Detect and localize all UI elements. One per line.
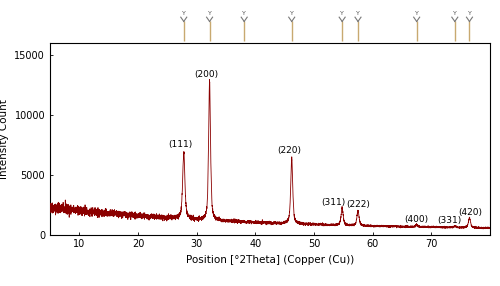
Text: Y: Y (414, 11, 418, 16)
Text: (220): (220) (277, 146, 301, 156)
Text: (222): (222) (346, 200, 370, 209)
Text: Y: Y (468, 11, 471, 16)
Text: Y: Y (453, 11, 456, 16)
Text: Y: Y (340, 11, 344, 16)
Text: Y: Y (182, 11, 186, 16)
Text: Y: Y (290, 11, 294, 16)
Text: (111): (111) (168, 140, 193, 150)
Y-axis label: Intensity Count: Intensity Count (0, 99, 9, 179)
Text: Y: Y (242, 11, 246, 16)
X-axis label: Position [°2Theta] (Copper (Cu)): Position [°2Theta] (Copper (Cu)) (186, 255, 354, 265)
Text: (331): (331) (437, 216, 461, 225)
Text: (420): (420) (458, 208, 482, 217)
Text: (311): (311) (321, 198, 345, 207)
Text: (400): (400) (404, 215, 428, 224)
Text: Y: Y (208, 11, 212, 16)
Text: Y: Y (356, 11, 360, 16)
Text: (200): (200) (194, 70, 218, 79)
